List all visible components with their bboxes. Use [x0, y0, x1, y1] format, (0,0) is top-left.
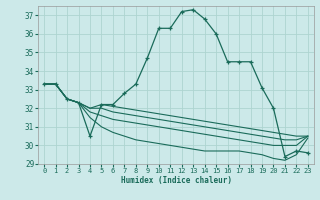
X-axis label: Humidex (Indice chaleur): Humidex (Indice chaleur)	[121, 176, 231, 185]
